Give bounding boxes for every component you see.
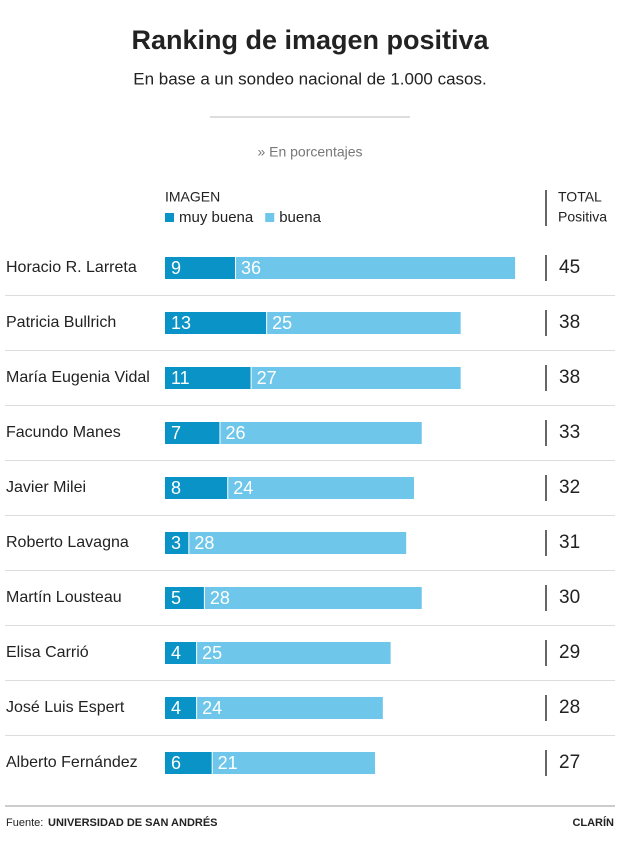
bar-segment — [220, 422, 422, 444]
total-label: 28 — [559, 697, 580, 718]
value-label: 28 — [194, 533, 214, 553]
category-label: Alberto Fernández — [6, 754, 138, 771]
bar-segment — [212, 752, 376, 774]
brand: CLARÍN — [572, 816, 614, 829]
value-label: 36 — [241, 258, 261, 278]
value-label: 9 — [171, 258, 181, 278]
bar-segment — [165, 257, 236, 279]
value-label: 21 — [218, 753, 238, 773]
category-label: Roberto Lavagna — [6, 534, 129, 551]
value-label: 26 — [225, 423, 245, 443]
category-label: Facundo Manes — [6, 424, 121, 441]
note: » En porcentajes — [257, 144, 362, 160]
bar-segment — [165, 477, 228, 499]
value-label: 25 — [272, 313, 292, 333]
value-label: 27 — [257, 368, 277, 388]
bar-segment — [236, 257, 516, 279]
bar-segment — [267, 312, 461, 334]
category-label: Patricia Bullrich — [6, 314, 116, 331]
category-label: Javier Milei — [6, 479, 86, 496]
column-header: IMAGEN — [165, 189, 220, 205]
value-label: 7 — [171, 423, 181, 443]
chart-subtitle: En base a un sondeo nacional de 1.000 ca… — [133, 69, 487, 88]
category-label: Elisa Carrió — [6, 644, 89, 661]
chart-title: Ranking de imagen positiva — [131, 25, 489, 55]
bar-segment — [165, 532, 189, 554]
legend-label: muy buena — [179, 209, 254, 226]
total-label: 38 — [559, 367, 580, 388]
total-label: 33 — [559, 422, 580, 443]
bar-segment — [189, 532, 407, 554]
bar-segment — [165, 312, 267, 334]
value-label: 5 — [171, 588, 181, 608]
value-label: 4 — [171, 698, 181, 718]
total-label: 27 — [559, 752, 580, 773]
total-subheader: Positiva — [558, 209, 607, 225]
category-label: José Luis Espert — [6, 699, 125, 716]
bar-segment — [197, 642, 391, 664]
bar-segment — [165, 642, 197, 664]
total-label: 38 — [559, 312, 580, 333]
total-label: 32 — [559, 477, 580, 498]
total-label: 31 — [559, 532, 580, 553]
value-label: 4 — [171, 643, 181, 663]
bar-segment — [165, 422, 220, 444]
bar-segment — [165, 367, 251, 389]
bar-segment — [251, 367, 461, 389]
value-label: 24 — [233, 478, 253, 498]
value-label: 11 — [171, 368, 190, 388]
category-label: Martín Lousteau — [6, 589, 122, 606]
bar-segment — [165, 697, 197, 719]
legend-swatch — [165, 213, 174, 222]
bar-segment — [228, 477, 414, 499]
value-label: 28 — [210, 588, 230, 608]
legend-swatch — [265, 213, 275, 222]
value-label: 25 — [202, 643, 222, 663]
total-header: TOTAL — [558, 189, 602, 205]
value-label: 6 — [171, 753, 181, 773]
bar-segment — [165, 752, 212, 774]
category-label: María Eugenia Vidal — [6, 369, 150, 386]
total-label: 29 — [559, 642, 580, 663]
source-label: Fuente: — [6, 817, 43, 829]
bar-segment — [165, 587, 204, 609]
value-label: 24 — [202, 698, 222, 718]
value-label: 13 — [171, 313, 191, 333]
source: UNIVERSIDAD DE SAN ANDRÉS — [48, 816, 218, 829]
legend-label: buena — [279, 209, 321, 226]
value-label: 8 — [171, 478, 181, 498]
value-label: 3 — [171, 533, 181, 553]
total-label: 30 — [559, 587, 580, 608]
bar-segment — [204, 587, 422, 609]
bar-segment — [197, 697, 383, 719]
total-label: 45 — [559, 257, 580, 278]
category-label: Horacio R. Larreta — [6, 259, 137, 276]
